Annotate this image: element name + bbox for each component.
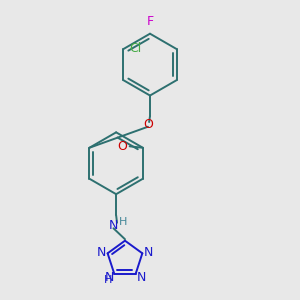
Text: O: O — [117, 140, 127, 153]
Text: N: N — [136, 271, 146, 284]
Text: H: H — [103, 275, 112, 285]
Text: O: O — [144, 118, 154, 131]
Text: F: F — [146, 15, 154, 28]
Text: N: N — [104, 271, 114, 284]
Text: N: N — [109, 219, 118, 232]
Text: N: N — [96, 246, 106, 259]
Text: H: H — [119, 217, 128, 227]
Text: Cl: Cl — [130, 42, 142, 55]
Text: N: N — [144, 246, 154, 259]
